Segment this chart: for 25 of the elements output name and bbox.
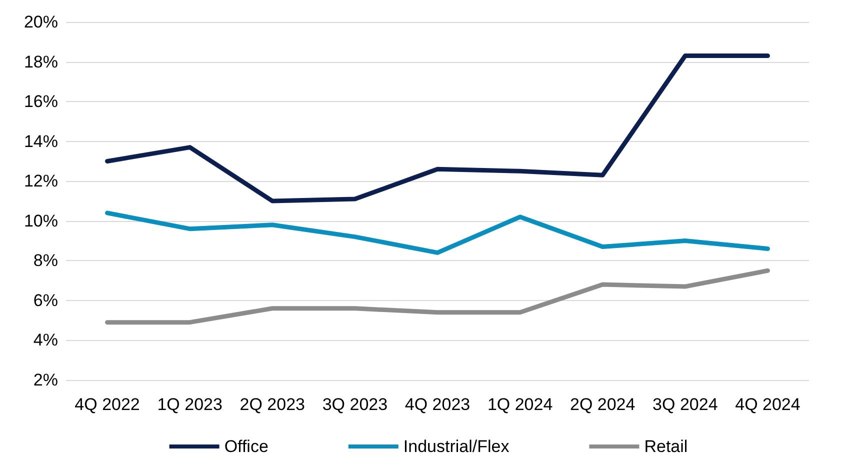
legend-label: Industrial/Flex xyxy=(403,437,510,456)
y-tick-label: 20% xyxy=(24,12,58,32)
y-tick-label: 6% xyxy=(33,290,58,310)
y-tick-label: 2% xyxy=(33,370,58,390)
x-tick-label: 4Q 2024 xyxy=(735,395,800,414)
y-tick-label: 18% xyxy=(24,52,58,72)
y-tick-label: 4% xyxy=(33,330,58,350)
x-tick-label: 4Q 2022 xyxy=(74,395,140,414)
line-series xyxy=(105,210,770,255)
y-tick-label: 16% xyxy=(24,92,58,112)
x-tick-label: 4Q 2023 xyxy=(404,395,470,414)
x-tick-label: 3Q 2024 xyxy=(652,395,718,414)
y-tick-label: 12% xyxy=(24,172,58,191)
x-tick-label: 3Q 2023 xyxy=(322,395,388,414)
line-series xyxy=(105,54,770,204)
y-tick-label: 10% xyxy=(24,211,58,230)
y-tick-label: 14% xyxy=(24,132,58,151)
x-tick-label: 1Q 2024 xyxy=(487,395,553,414)
x-tick-label: 2Q 2023 xyxy=(240,395,306,414)
line-series xyxy=(105,268,770,325)
x-tick-label: 1Q 2023 xyxy=(157,395,222,414)
legend-label: Office xyxy=(224,437,268,456)
legend-label: Retail xyxy=(644,437,688,456)
y-tick-label: 8% xyxy=(33,251,58,270)
x-tick-label: 2Q 2024 xyxy=(570,395,636,414)
